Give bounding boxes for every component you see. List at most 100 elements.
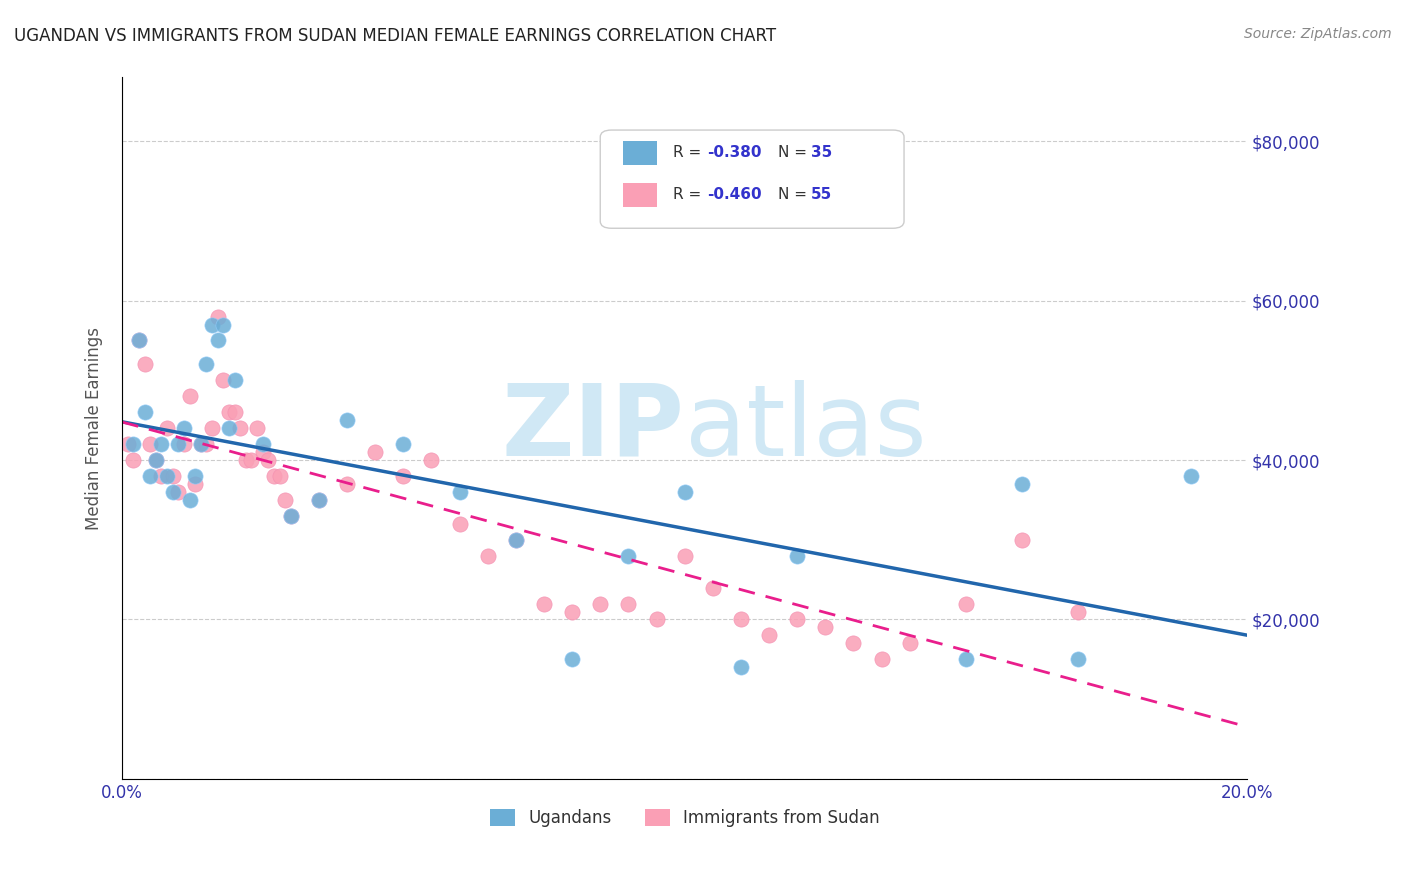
Point <box>252 437 274 451</box>
Point <box>212 318 235 332</box>
Point <box>128 334 150 348</box>
Point <box>449 485 471 500</box>
Point <box>617 549 640 563</box>
Point <box>201 318 224 332</box>
Point <box>561 652 583 666</box>
Point <box>589 597 612 611</box>
Point <box>195 437 218 451</box>
Point <box>308 492 330 507</box>
Point <box>420 453 443 467</box>
Point <box>173 421 195 435</box>
Point <box>786 612 808 626</box>
Point <box>280 508 302 523</box>
Point <box>786 549 808 563</box>
Point <box>758 628 780 642</box>
Point <box>128 334 150 348</box>
Legend: Ugandans, Immigrants from Sudan: Ugandans, Immigrants from Sudan <box>484 802 886 834</box>
Point <box>150 437 173 451</box>
Text: Source: ZipAtlas.com: Source: ZipAtlas.com <box>1244 27 1392 41</box>
Point <box>218 421 240 435</box>
Point <box>870 652 893 666</box>
Point <box>274 492 297 507</box>
Point <box>392 469 415 483</box>
Point <box>336 413 359 427</box>
Point <box>235 453 257 467</box>
Point <box>139 469 162 483</box>
Point <box>224 373 246 387</box>
Point <box>364 445 387 459</box>
Point <box>280 508 302 523</box>
Bar <box>623 183 657 207</box>
Point <box>145 453 167 467</box>
Point <box>134 358 156 372</box>
Text: -0.460: -0.460 <box>707 187 762 202</box>
Point <box>184 469 207 483</box>
Point <box>898 636 921 650</box>
Text: N =: N = <box>778 187 811 202</box>
Point <box>1011 477 1033 491</box>
Point <box>308 492 330 507</box>
Point <box>1067 652 1090 666</box>
Text: -0.380: -0.380 <box>707 145 762 160</box>
Point <box>173 437 195 451</box>
Text: N =: N = <box>778 145 811 160</box>
Point <box>224 405 246 419</box>
Text: atlas: atlas <box>685 380 927 476</box>
Point <box>145 453 167 467</box>
Point <box>156 421 179 435</box>
Point <box>139 437 162 451</box>
Point <box>477 549 499 563</box>
FancyBboxPatch shape <box>600 130 904 228</box>
Point <box>207 334 229 348</box>
Point <box>257 453 280 467</box>
Point <box>263 469 285 483</box>
Point <box>167 437 190 451</box>
Point <box>392 437 415 451</box>
Text: R =: R = <box>673 145 706 160</box>
Point <box>179 492 201 507</box>
Text: UGANDAN VS IMMIGRANTS FROM SUDAN MEDIAN FEMALE EARNINGS CORRELATION CHART: UGANDAN VS IMMIGRANTS FROM SUDAN MEDIAN … <box>14 27 776 45</box>
Point <box>162 485 184 500</box>
Point <box>179 389 201 403</box>
Point <box>246 421 269 435</box>
Point <box>150 469 173 483</box>
Point <box>617 597 640 611</box>
Point <box>122 453 145 467</box>
Text: 35: 35 <box>811 145 832 160</box>
Point <box>955 597 977 611</box>
Point <box>730 660 752 674</box>
Point <box>195 358 218 372</box>
Point <box>645 612 668 626</box>
Point <box>162 469 184 483</box>
Point <box>218 405 240 419</box>
Point <box>533 597 555 611</box>
Point <box>1180 469 1202 483</box>
Point <box>702 581 724 595</box>
Point <box>814 620 837 634</box>
Bar <box>623 141 657 165</box>
Point <box>207 310 229 324</box>
Point <box>156 469 179 483</box>
Text: R =: R = <box>673 187 706 202</box>
Point <box>561 605 583 619</box>
Point <box>122 437 145 451</box>
Point <box>229 421 252 435</box>
Point <box>134 405 156 419</box>
Point <box>117 437 139 451</box>
Point <box>505 533 527 547</box>
Point <box>673 485 696 500</box>
Point <box>252 445 274 459</box>
Text: ZIP: ZIP <box>502 380 685 476</box>
Point <box>673 549 696 563</box>
Point <box>449 516 471 531</box>
Point <box>730 612 752 626</box>
Point <box>240 453 263 467</box>
Point <box>505 533 527 547</box>
Point <box>167 485 190 500</box>
Point <box>1011 533 1033 547</box>
Y-axis label: Median Female Earnings: Median Female Earnings <box>86 326 103 530</box>
Point <box>184 477 207 491</box>
Point <box>212 373 235 387</box>
Point <box>336 477 359 491</box>
Point <box>190 437 212 451</box>
